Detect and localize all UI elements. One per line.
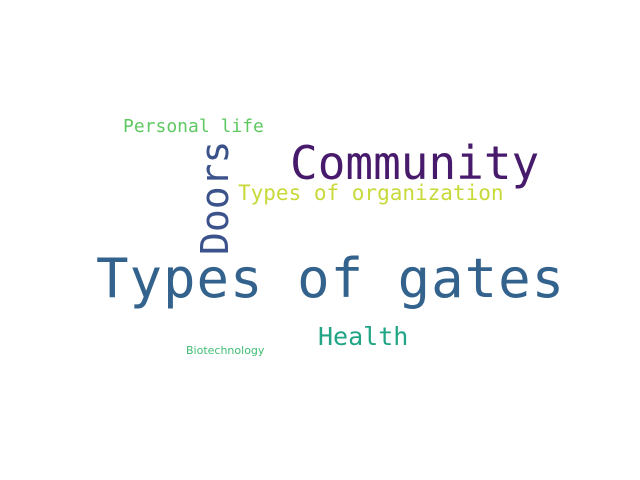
word-types-of-gates: Types of gates: [96, 247, 566, 310]
word-health: Health: [318, 322, 409, 351]
word-types-of-organization: Types of organization: [238, 181, 504, 205]
word-community: Community: [290, 136, 540, 190]
word-doors: Doors: [193, 140, 237, 255]
word-personal-life: Personal life: [123, 116, 264, 137]
word-biotechnology: Biotechnology: [186, 344, 265, 357]
